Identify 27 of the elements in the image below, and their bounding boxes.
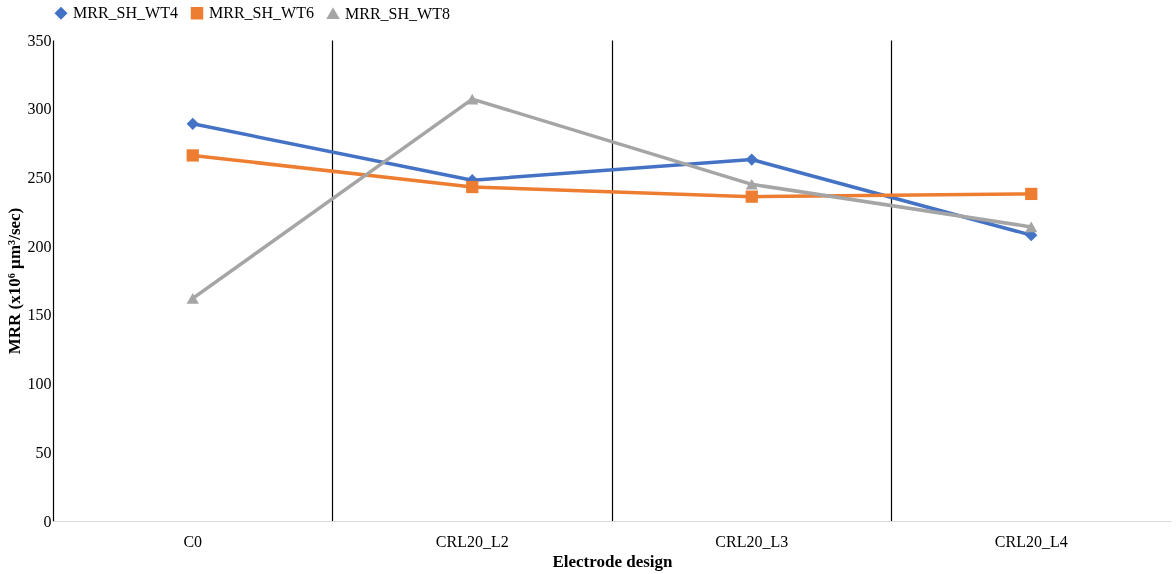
point: [1025, 221, 1038, 233]
y-tick-label: 250: [27, 168, 52, 186]
point: [745, 153, 758, 166]
point: [1025, 187, 1038, 201]
point: [186, 149, 199, 162]
point: [466, 180, 479, 194]
point: [186, 117, 199, 130]
y-tick-label: 100: [27, 375, 52, 393]
point: [745, 190, 758, 203]
x-tick-label: C0: [183, 532, 203, 550]
y-tick-label: 150: [27, 306, 52, 324]
legend-label: MRR_SH_WT8: [345, 4, 450, 22]
y-tick-label: 300: [27, 100, 52, 118]
x-tick-label: CRL20_L2: [435, 532, 509, 550]
y-tick-label: 200: [27, 237, 52, 255]
y-tick-label: 0: [43, 512, 52, 530]
legend-label: MRR_SH_WT4: [73, 4, 178, 22]
x-tick-label: CRL20_L4: [994, 532, 1068, 550]
point: [186, 293, 199, 304]
y-axis-title: MRR (x10⁶ µm³/sec): [4, 207, 24, 355]
point: [466, 93, 479, 105]
legend-label: MRR_SH_WT6: [209, 4, 314, 22]
x-axis-title: Electrode design: [552, 551, 674, 571]
y-tick-label: 350: [27, 31, 52, 49]
point: [745, 179, 758, 190]
y-tick-label: 50: [35, 443, 52, 461]
x-tick-label: CRL20_L3: [715, 532, 789, 550]
